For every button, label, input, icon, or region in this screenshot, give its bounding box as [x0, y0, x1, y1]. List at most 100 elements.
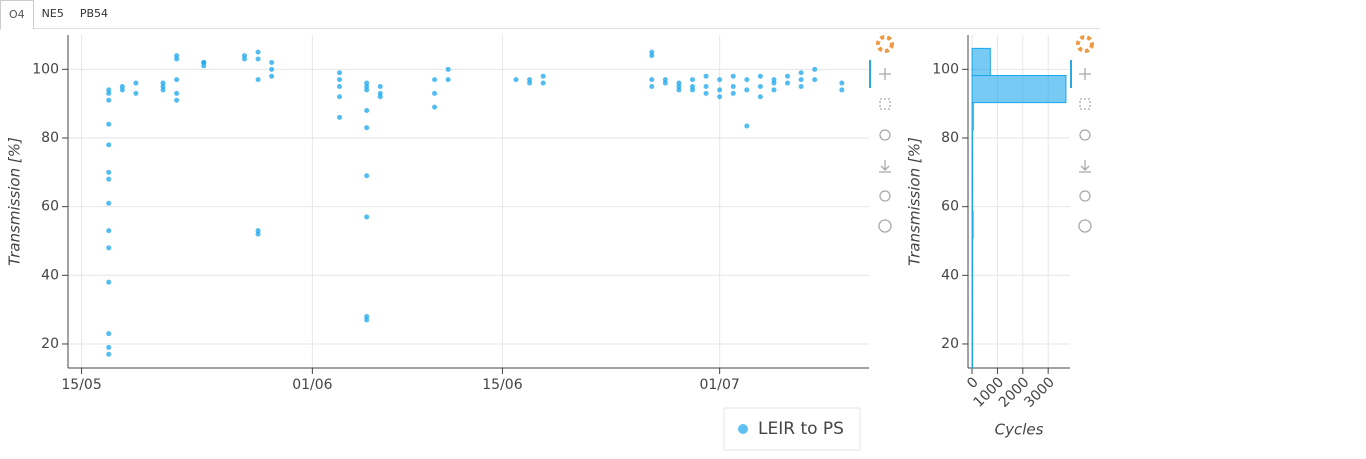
- point: [364, 108, 370, 114]
- point: [241, 53, 247, 59]
- help-tool[interactable]: [1078, 219, 1092, 233]
- point: [785, 73, 791, 79]
- y-tick-label: 20: [41, 336, 59, 352]
- point: [255, 77, 261, 83]
- legend-label: LEIR to PS: [758, 419, 844, 439]
- y-tick-label: 60: [941, 199, 959, 215]
- point: [785, 80, 791, 86]
- point: [744, 123, 750, 129]
- point: [703, 73, 709, 79]
- point: [703, 90, 709, 96]
- toolbar: [869, 35, 894, 233]
- tab[interactable]: NE5: [41, 7, 64, 20]
- point: [174, 97, 180, 103]
- pan-tool[interactable]: [879, 68, 891, 80]
- point: [377, 90, 383, 96]
- hist-bar: [971, 156, 974, 185]
- point: [839, 80, 845, 86]
- point: [798, 83, 804, 89]
- point: [174, 77, 180, 83]
- point: [445, 77, 451, 83]
- hist-bar: [971, 47, 991, 77]
- point: [771, 80, 777, 86]
- point: [201, 59, 207, 65]
- point: [364, 87, 370, 93]
- point: [662, 80, 668, 86]
- point: [649, 49, 655, 55]
- point: [676, 80, 682, 86]
- logo: [1076, 35, 1094, 53]
- point: [445, 66, 451, 72]
- point: [662, 77, 668, 83]
- hist-bar: [971, 129, 974, 158]
- save-tool[interactable]: [1079, 160, 1091, 173]
- point: [798, 77, 804, 83]
- pan-tool[interactable]: [1079, 68, 1091, 80]
- point: [337, 77, 343, 83]
- box-zoom-tool[interactable]: [879, 98, 891, 110]
- point: [160, 80, 166, 86]
- point: [527, 80, 533, 86]
- x-axis-label: Cycles: [995, 421, 1044, 439]
- point: [106, 97, 112, 103]
- point: [649, 53, 655, 59]
- point: [337, 70, 343, 76]
- point: [106, 331, 112, 337]
- y-tick-label: 40: [41, 267, 59, 283]
- point: [432, 77, 438, 83]
- point: [730, 83, 736, 89]
- hist-bar: [971, 102, 974, 131]
- point: [676, 83, 682, 89]
- save-tool[interactable]: [879, 160, 891, 173]
- point: [812, 66, 818, 72]
- point: [812, 77, 818, 83]
- point: [744, 77, 750, 83]
- point: [690, 83, 696, 89]
- tab[interactable]: O4: [0, 0, 34, 30]
- point: [337, 114, 343, 120]
- logo: [876, 35, 894, 53]
- point: [432, 90, 438, 96]
- hist-bar: [971, 210, 974, 239]
- reset-tool[interactable]: [1079, 190, 1091, 202]
- point: [839, 87, 845, 93]
- point: [690, 87, 696, 93]
- y-axis-label: Transmission [%]: [6, 137, 24, 266]
- point: [771, 87, 777, 93]
- box-zoom-tool[interactable]: [1079, 98, 1091, 110]
- point: [255, 49, 261, 55]
- point: [106, 228, 112, 234]
- toolbar: [1070, 35, 1094, 233]
- point: [676, 87, 682, 93]
- tab-bar: O4 NE5 PB54: [0, 0, 1100, 30]
- tab[interactable]: PB54: [79, 7, 109, 20]
- hist-bar: [971, 237, 974, 266]
- x-tick-label: 15/05: [61, 377, 101, 393]
- point: [174, 56, 180, 62]
- point: [201, 63, 207, 69]
- point: [527, 77, 533, 83]
- point: [540, 80, 546, 86]
- point: [133, 90, 139, 96]
- point: [364, 314, 370, 320]
- hist-bar: [971, 291, 974, 321]
- point: [377, 94, 383, 100]
- hist-bar: [971, 346, 974, 369]
- point: [364, 125, 370, 131]
- wheel-zoom-tool[interactable]: [1079, 129, 1091, 141]
- hist-bar: [971, 183, 974, 212]
- point: [106, 176, 112, 182]
- help-tool[interactable]: [878, 219, 892, 233]
- y-tick-label: 80: [41, 130, 59, 146]
- wheel-zoom-tool[interactable]: [879, 129, 891, 141]
- point: [160, 83, 166, 89]
- point: [106, 279, 112, 285]
- point: [255, 228, 261, 234]
- y-axis-label: Transmission [%]: [906, 137, 924, 266]
- y-tick-label: 80: [941, 130, 959, 146]
- reset-tool[interactable]: [879, 190, 891, 202]
- point: [717, 87, 723, 93]
- y-tick-label: 20: [941, 336, 959, 352]
- y-tick-label: 100: [932, 61, 959, 77]
